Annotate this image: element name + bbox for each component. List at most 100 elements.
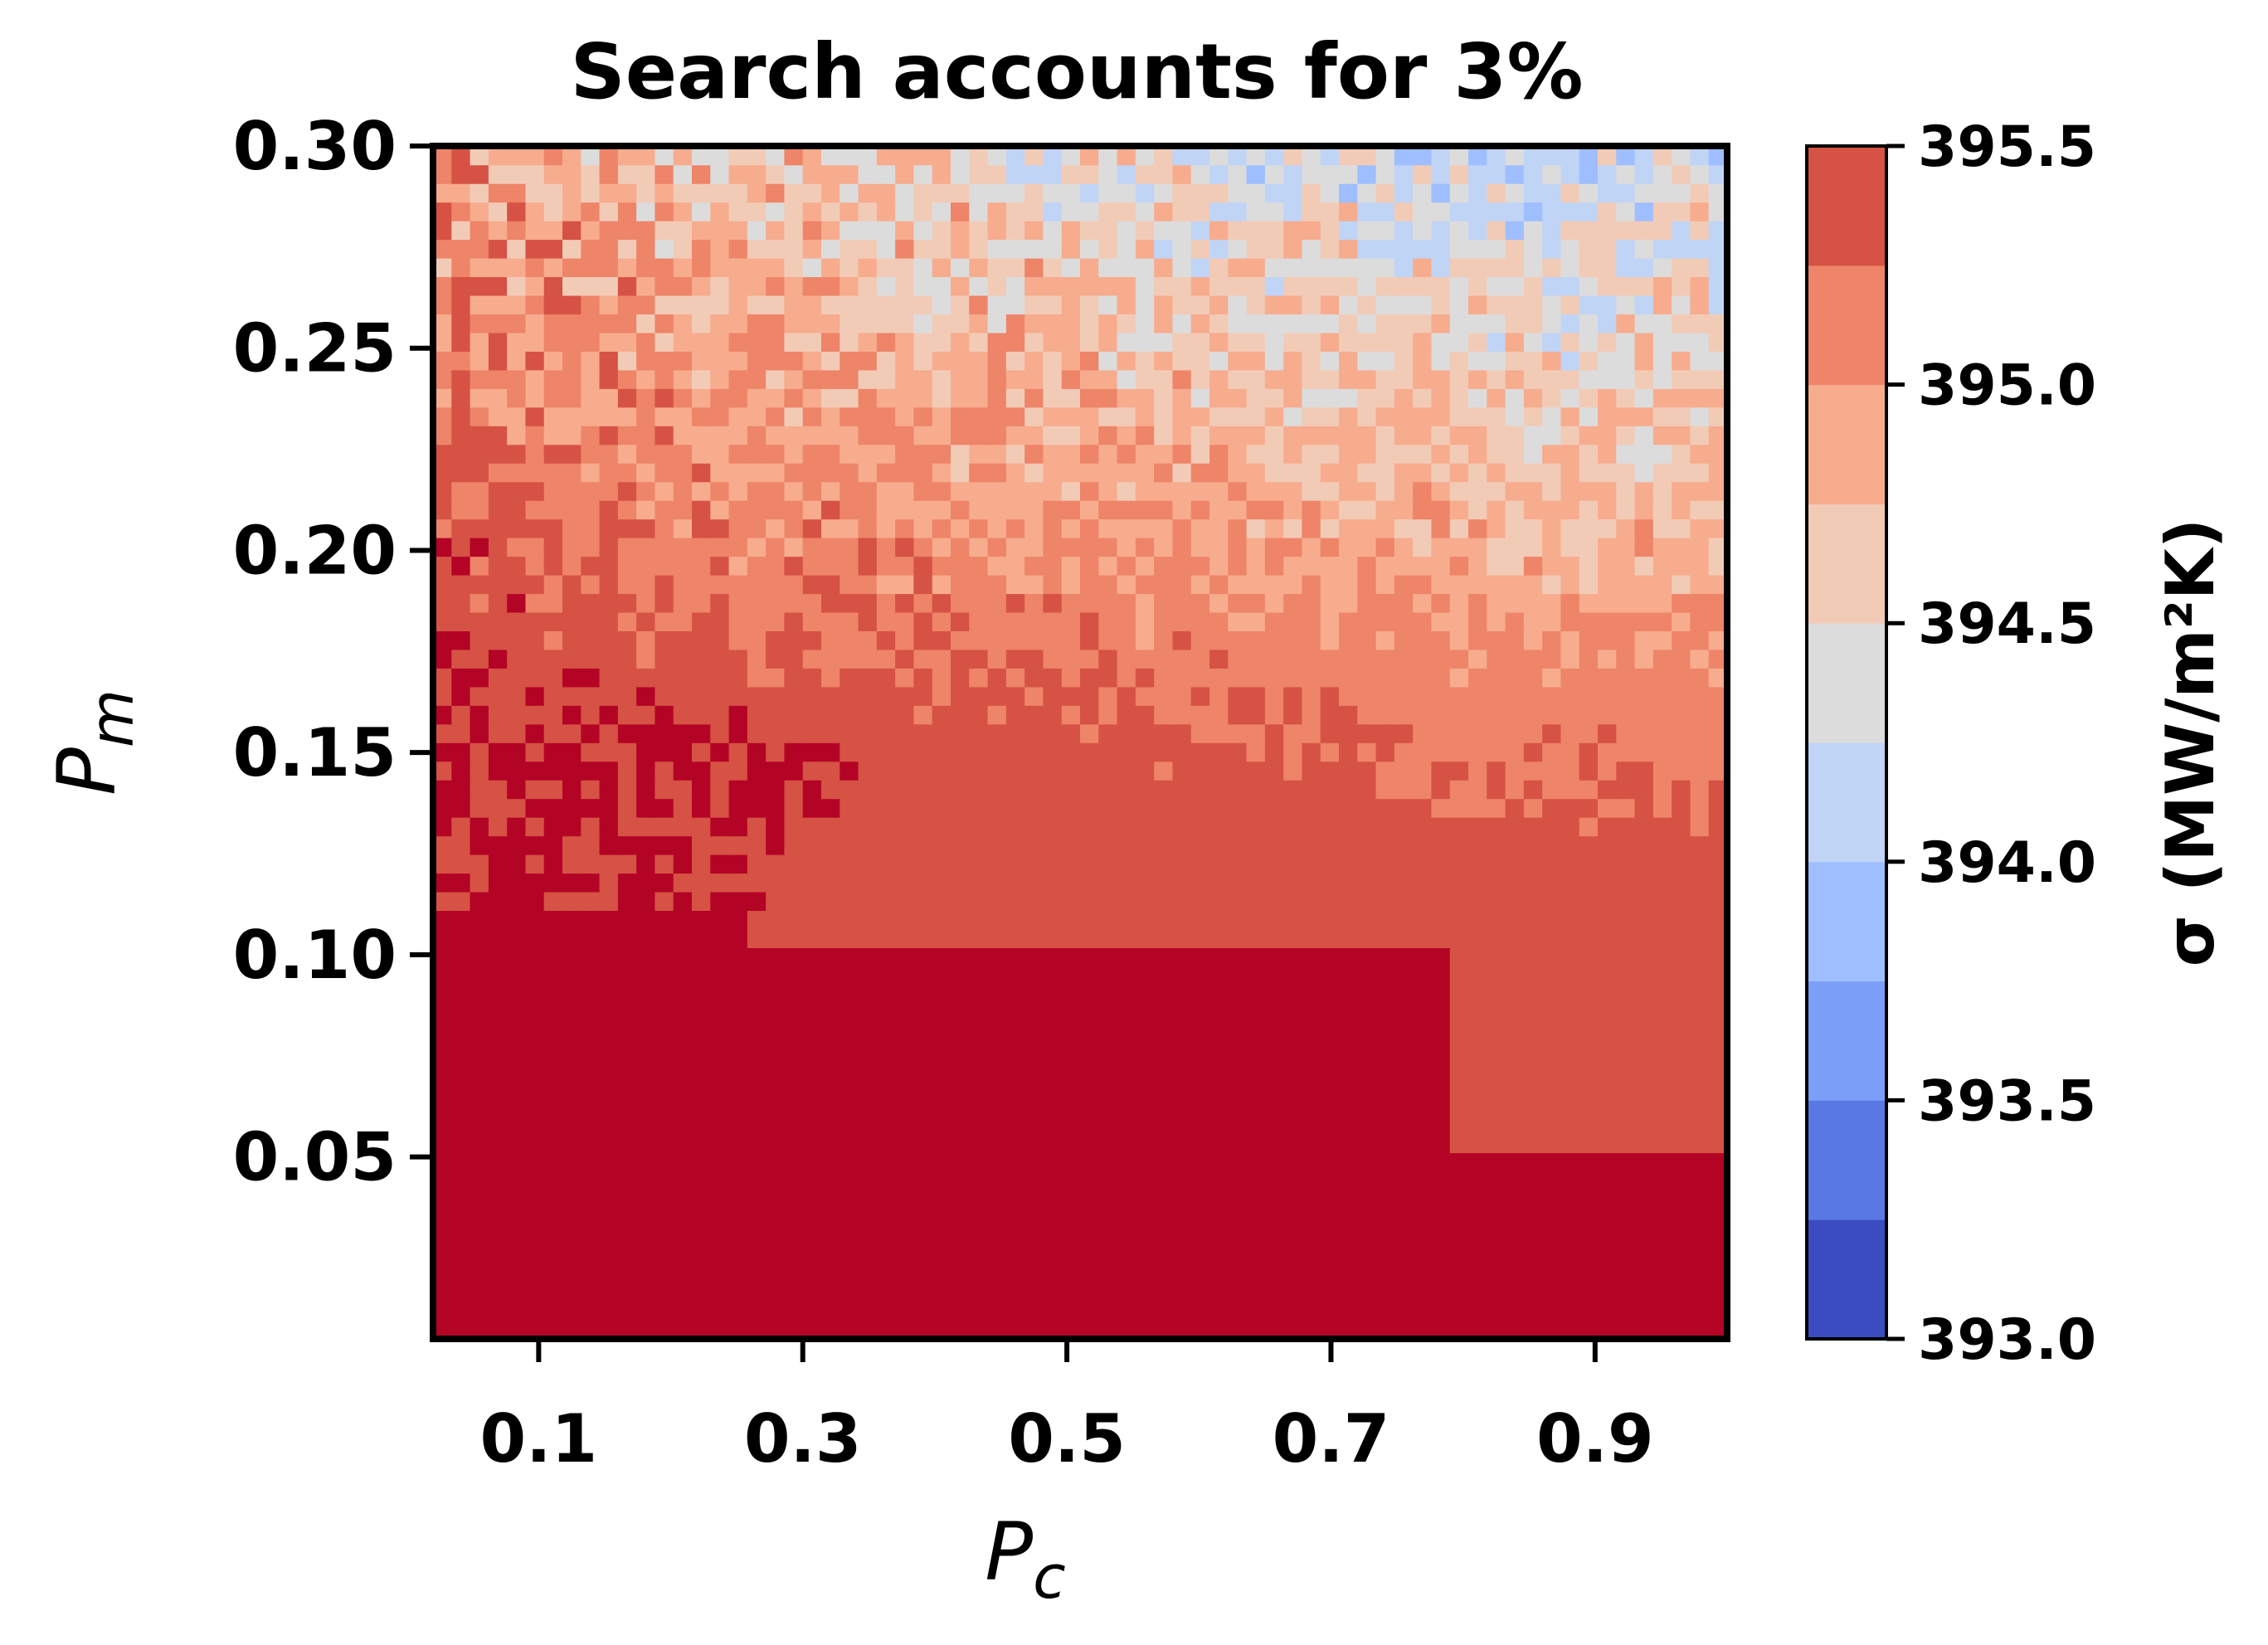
contour-cell [1357,499,1377,520]
contour-cell [932,164,951,184]
contour-cell [1394,369,1414,389]
contour-cell [951,294,971,315]
contour-cell [784,668,804,688]
contour-cell [1560,854,1580,874]
contour-cell [433,481,453,501]
contour-cell [1228,1022,1248,1042]
contour-cell [451,611,471,631]
contour-cell [710,873,730,893]
contour-cell [1339,891,1359,912]
contour-cell [1634,1227,1654,1247]
contour-cell [1542,761,1562,781]
contour-cell [840,1096,859,1117]
contour-cell [470,183,489,203]
contour-cell [951,1040,971,1060]
contour-cell [728,444,748,464]
contour-cell [1005,854,1025,874]
contour-cell [876,444,896,464]
contour-cell [932,593,951,613]
contour-cell [1154,1078,1174,1097]
contour-cell [1320,294,1340,315]
contour-cell [1190,630,1210,650]
contour-cell [692,686,712,706]
contour-cell [747,1059,767,1079]
contour-cell [599,146,619,166]
contour-cell [1043,1282,1063,1302]
contour-cell [617,630,637,650]
contour-cell [1394,1022,1414,1042]
contour-cell [1449,1115,1469,1135]
contour-cell [1690,1245,1710,1265]
contour-cell [507,481,527,501]
contour-cell [1283,351,1303,371]
contour-cell [1024,686,1044,706]
contour-cell [451,779,471,800]
contour-cell [655,537,674,557]
contour-cell [1542,1264,1562,1284]
contour-cell [710,1264,730,1284]
contour-cell [1542,202,1562,221]
contour-cell [1523,294,1543,315]
contour-cell [599,947,619,967]
contour-cell [840,220,859,241]
contour-cell [1598,1115,1618,1135]
contour-cell [1228,1170,1248,1191]
contour-cell [1375,611,1395,631]
contour-cell [488,574,508,595]
contour-cell [1228,239,1248,259]
contour-cell [932,388,951,408]
contour-cell [1135,910,1155,930]
contour-cell [1228,351,1248,371]
contour-cell [1172,891,1192,912]
contour-cell [581,426,601,445]
contour-cell [1080,202,1100,221]
contour-cell [470,779,489,800]
contour-cell [1154,406,1174,426]
contour-cell [1672,388,1691,408]
contour-cell [470,1245,489,1265]
contour-cell [951,1003,971,1023]
contour-cell [1523,966,1543,986]
contour-cell [1228,835,1248,855]
contour-cell [1135,835,1155,855]
contour-cell [1598,854,1618,874]
contour-cell [1024,146,1044,166]
contour-cell [969,1190,989,1209]
contour-cell [433,574,453,595]
contour-cell [1098,705,1118,725]
contour-cell [728,947,748,967]
contour-cell [507,462,527,483]
contour-cell [932,1059,951,1079]
contour-cell [1375,947,1395,967]
contour-cell [525,1040,545,1060]
contour-cell [1672,947,1691,967]
contour-cell [840,239,859,259]
contour-cell [562,202,582,221]
contour-cell [655,1170,674,1191]
contour-cell [1339,723,1359,743]
contour-cell [932,220,951,241]
contour-cell [692,314,712,333]
contour-cell [1449,1320,1469,1339]
contour-cell [951,388,971,408]
contour-cell [1579,537,1599,557]
contour-cell [1339,835,1359,855]
contour-cell [1246,183,1266,203]
contour-cell [951,351,971,371]
contour-cell [617,873,637,893]
contour-cell [1616,332,1636,352]
contour-cell [1560,723,1580,743]
contour-cell [821,1245,841,1265]
contour-cell [1283,574,1303,595]
contour-cell [673,202,693,221]
contour-cell [1394,1152,1414,1172]
colorbar [1807,146,1886,1340]
contour-cell [747,1227,767,1247]
contour-cell [858,1190,878,1209]
contour-cell [470,556,489,576]
contour-cell [784,220,804,241]
contour-cell [840,406,859,426]
contour-cell [1043,220,1063,241]
contour-cell [858,426,878,445]
contour-cell [1357,1264,1377,1284]
